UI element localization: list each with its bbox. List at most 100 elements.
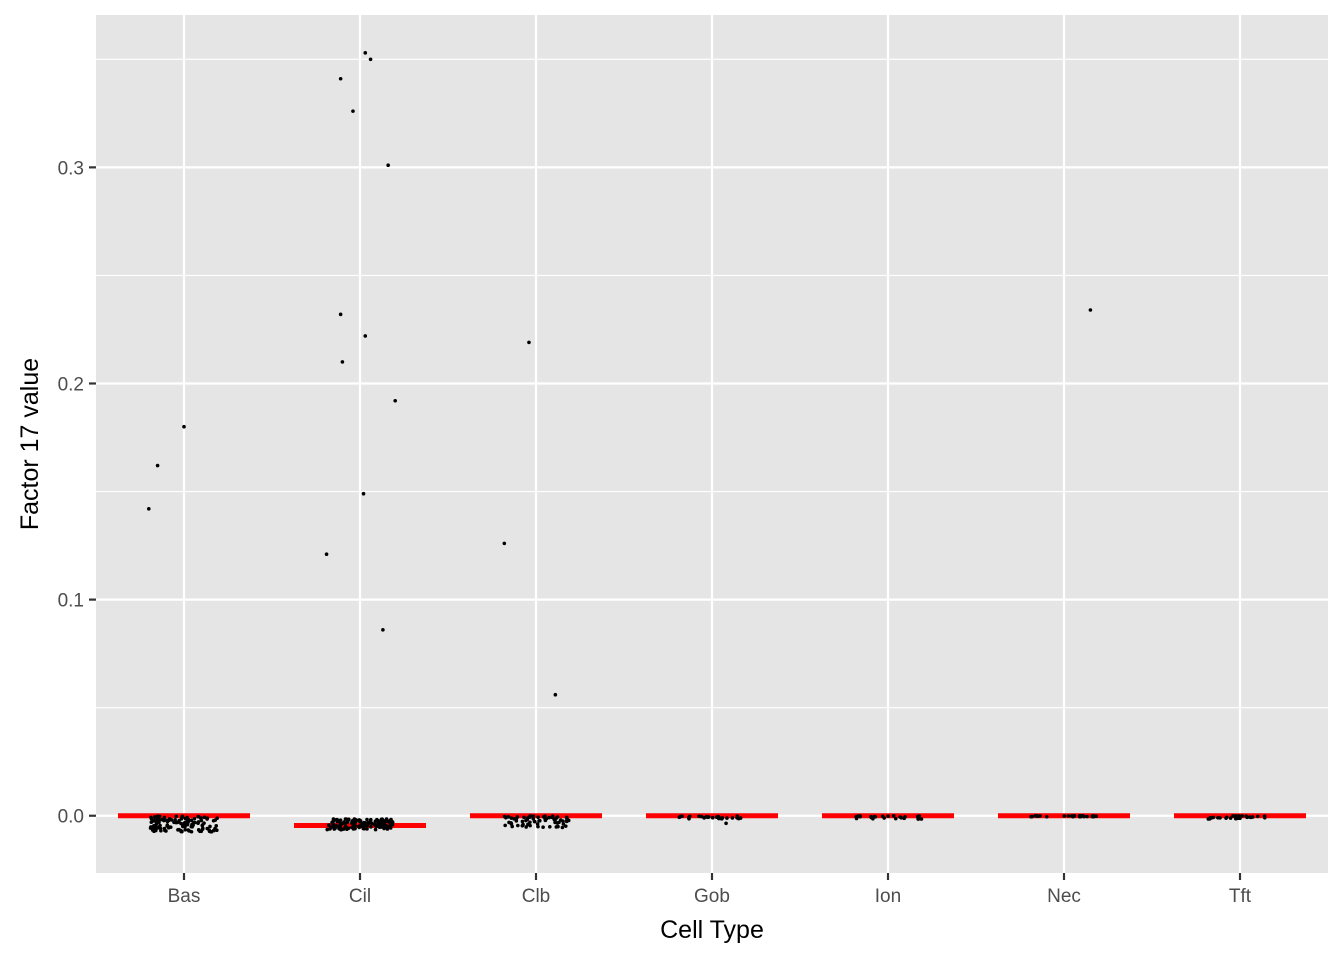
data-point bbox=[200, 827, 205, 832]
data-point bbox=[553, 692, 558, 697]
data-point bbox=[378, 825, 383, 829]
data-point bbox=[165, 824, 169, 828]
y-axis-title: Factor 17 value bbox=[16, 358, 44, 530]
data-point bbox=[893, 816, 898, 821]
data-point bbox=[351, 827, 356, 831]
data-point bbox=[324, 552, 329, 557]
data-point bbox=[1082, 814, 1086, 819]
data-point bbox=[157, 818, 162, 822]
data-point bbox=[162, 815, 167, 820]
data-point bbox=[360, 824, 365, 829]
data-point bbox=[509, 822, 514, 826]
data-point bbox=[919, 817, 924, 821]
data-point bbox=[526, 822, 531, 827]
data-point bbox=[189, 824, 194, 829]
x-tick-label: Tft bbox=[1229, 886, 1252, 907]
data-point bbox=[856, 814, 860, 818]
data-point bbox=[174, 814, 179, 819]
data-point bbox=[361, 491, 366, 496]
x-tick-label: Gob bbox=[694, 886, 730, 907]
data-point bbox=[180, 823, 185, 828]
data-point bbox=[180, 815, 184, 819]
data-point bbox=[677, 815, 682, 820]
data-point bbox=[193, 820, 197, 825]
data-point bbox=[363, 51, 368, 55]
data-point bbox=[331, 819, 336, 823]
data-point bbox=[524, 825, 528, 829]
data-point bbox=[536, 824, 540, 829]
data-point bbox=[724, 821, 728, 826]
data-point bbox=[725, 816, 729, 820]
data-point bbox=[503, 823, 507, 828]
data-point bbox=[152, 815, 157, 819]
data-point bbox=[365, 827, 369, 831]
data-point bbox=[185, 822, 190, 827]
data-point bbox=[687, 816, 691, 821]
data-point bbox=[345, 820, 350, 825]
data-point bbox=[553, 816, 558, 821]
data-point bbox=[730, 816, 735, 820]
data-point bbox=[1206, 817, 1211, 821]
data-point bbox=[388, 820, 392, 824]
data-point bbox=[208, 824, 212, 829]
data-point bbox=[1088, 308, 1093, 312]
data-point bbox=[211, 818, 216, 823]
data-point bbox=[383, 825, 388, 829]
data-point bbox=[202, 815, 207, 820]
data-point bbox=[738, 816, 743, 820]
data-point bbox=[379, 817, 384, 822]
data-point bbox=[343, 817, 348, 821]
data-point bbox=[514, 817, 519, 821]
data-point bbox=[346, 826, 351, 831]
data-point bbox=[153, 823, 158, 828]
data-point bbox=[155, 814, 160, 818]
data-point bbox=[155, 463, 160, 468]
data-point bbox=[548, 824, 552, 829]
data-point bbox=[561, 822, 566, 826]
data-point bbox=[351, 109, 355, 113]
major-gridlines bbox=[96, 15, 1328, 873]
y-tick-label: 0.2 bbox=[58, 374, 84, 395]
data-point bbox=[1231, 814, 1235, 818]
data-point bbox=[189, 829, 194, 834]
data-point bbox=[381, 628, 385, 632]
x-tick-label: Ion bbox=[875, 886, 901, 907]
data-point bbox=[1066, 814, 1071, 818]
data-point bbox=[524, 818, 528, 823]
data-point bbox=[903, 815, 907, 819]
data-point bbox=[1240, 814, 1244, 818]
data-point bbox=[338, 76, 343, 81]
data-point bbox=[192, 816, 197, 821]
data-point bbox=[189, 818, 194, 823]
data-point bbox=[1249, 815, 1253, 820]
data-point bbox=[363, 334, 368, 338]
data-point bbox=[1218, 816, 1222, 820]
data-point bbox=[563, 824, 568, 828]
data-point bbox=[1211, 815, 1216, 820]
data-point bbox=[335, 817, 339, 822]
data-point bbox=[325, 827, 330, 832]
data-point bbox=[527, 815, 532, 819]
data-point bbox=[357, 824, 361, 829]
data-point bbox=[531, 814, 536, 818]
data-point bbox=[368, 820, 372, 824]
data-point bbox=[338, 312, 343, 317]
data-point bbox=[1262, 814, 1267, 819]
x-tick-label: Clb bbox=[522, 886, 551, 907]
data-point bbox=[360, 821, 364, 825]
data-point bbox=[1036, 814, 1040, 819]
data-point bbox=[175, 820, 179, 825]
data-point bbox=[373, 827, 378, 832]
data-point bbox=[1062, 814, 1067, 818]
data-point bbox=[165, 819, 170, 824]
data-point bbox=[520, 819, 525, 824]
data-point bbox=[393, 398, 398, 403]
data-point bbox=[697, 814, 701, 819]
data-point bbox=[196, 820, 201, 824]
data-point bbox=[1044, 814, 1049, 819]
data-point bbox=[369, 825, 373, 829]
data-point bbox=[343, 825, 347, 830]
data-point bbox=[537, 819, 541, 823]
data-point bbox=[149, 820, 154, 824]
data-point bbox=[899, 816, 904, 820]
